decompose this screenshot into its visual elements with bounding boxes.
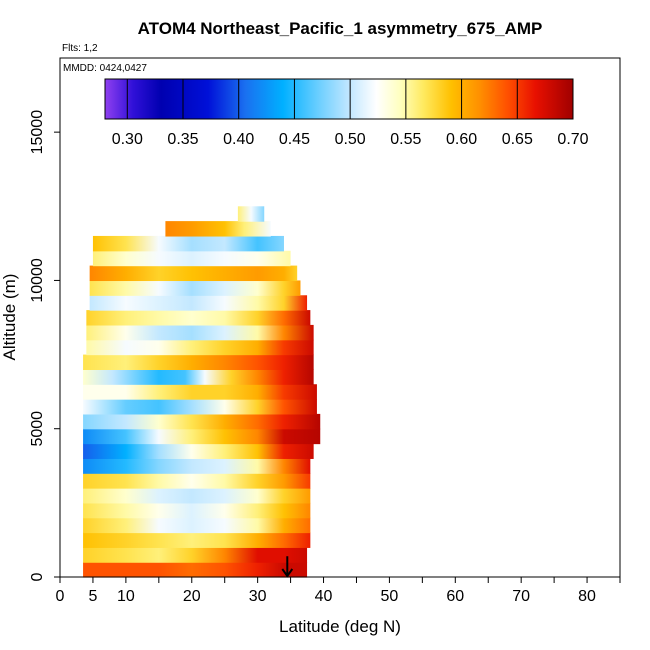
heatmap-layer [83,458,311,474]
y-tick-label: 5000 [29,411,46,447]
heatmap-layer [89,265,298,282]
x-tick-label: 5 [88,588,97,605]
colorbar-tick-label: 0.30 [112,131,143,148]
colorbar-tick-label: 0.55 [390,131,421,148]
y-tick-label: 10000 [29,258,46,303]
heatmap-layer [86,324,314,341]
heatmap-layer [83,547,308,563]
heatmap-layer [83,399,317,415]
flights-label: Flts: 1,2 [62,43,98,54]
heatmap-layer [83,532,311,548]
heatmap-layer [83,428,321,445]
colorbar-tick-label: 0.35 [167,131,198,148]
heatmap-layers [83,206,321,578]
colorbar-tick-label: 0.60 [446,131,477,148]
heatmap-layer [83,384,317,400]
heatmap-layer [86,339,314,356]
heatmap-layer [89,280,301,296]
heatmap-layer [83,562,308,578]
chart-title: ATOM4 Northeast_Pacific_1 asymmetry_675_… [138,19,543,38]
y-axis: 0 5000 10000 15000 [29,110,60,581]
heatmap-layer [83,488,311,504]
heatmap-layer [83,369,314,385]
y-tick-label: 0 [29,572,46,581]
x-axis: 0 5 10 20 30 40 50 60 70 80 [56,577,621,605]
heatmap-layer [89,295,308,311]
y-tick-label: 15000 [29,110,46,155]
arrow-marker [281,556,294,578]
x-tick-label: 80 [578,588,596,605]
colorbar: 0.30 0.35 0.40 0.45 0.50 0.55 0.60 0.65 0.70 [104,78,589,148]
x-tick-label: 40 [315,588,333,605]
heatmap-layer [237,206,265,222]
x-tick-label: 60 [446,588,464,605]
heatmap-layer [83,443,314,459]
heatmap-layer [83,354,314,370]
x-tick-label: 30 [249,588,267,605]
heatmap-layer [83,517,311,534]
colorbar-tick-label: 0.70 [557,131,588,148]
heatmap-layer [165,221,271,237]
mmdd-label: MMDD: 0424,0427 [63,63,147,74]
heatmap-layer [92,250,291,267]
annotations [281,556,294,578]
x-tick-label: 10 [117,588,135,605]
colorbar-tick-label: 0.45 [279,131,310,148]
colorbar-tick-label: 0.65 [502,131,533,148]
x-tick-label: 20 [183,588,201,605]
heatmap-layer [86,310,311,326]
heatmap-layer [83,473,311,489]
x-tick-label: 50 [381,588,399,605]
heatmap-layer [83,502,311,519]
y-axis-label: Altitude (m) [0,274,19,361]
plot-frame [59,57,621,578]
heatmap-layer [92,235,284,252]
colorbar-gradient [104,78,574,120]
x-axis-label: Latitude (deg N) [279,617,401,636]
x-tick-label: 0 [56,588,65,605]
heatmap-layer [83,413,321,430]
colorbar-tick-label: 0.40 [223,131,254,148]
x-tick-label: 70 [512,588,530,605]
colorbar-tick-label: 0.50 [335,131,366,148]
